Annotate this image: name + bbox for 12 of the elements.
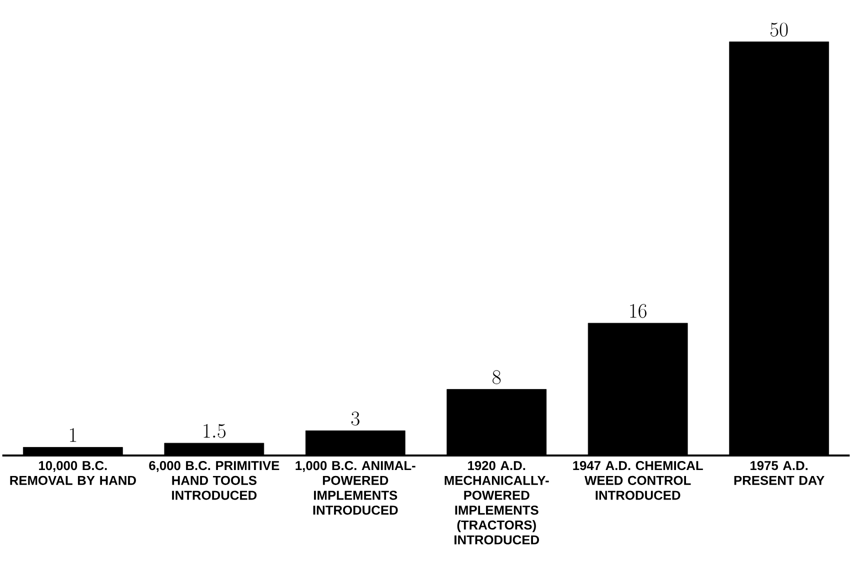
data-label: 1 .5: [204, 424, 226, 438]
x-tick-label: 6,000 B.C. PRIMITIVE HAND TOOLS INTRODUCED: [149, 461, 280, 500]
x-tick-label: 1920 A.D. MECHANICALLY-POWERED IMPLEMENTS (TRACTORS) INTRODUCED: [444, 461, 549, 545]
data-label: 50: [770, 22, 788, 37]
data-label: 8: [492, 370, 501, 384]
x-tick-label: 1975 A.D. PRESENT DAY: [734, 461, 824, 486]
data-label: 16: [630, 304, 646, 318]
data-label: 1: [70, 428, 76, 442]
data-label: 3: [351, 412, 360, 426]
x-tick-label: 10,000 B.C. REMOVAL BY HAND: [10, 461, 136, 486]
x-tick-label: 1,000 B.C. ANIMAL-POWERED IMPLEMENTS INTRODUCED: [296, 461, 416, 515]
x-tick-label: 1947 A.D. CHEMICAL WEED CONTROL INTRODUCED: [573, 461, 703, 500]
